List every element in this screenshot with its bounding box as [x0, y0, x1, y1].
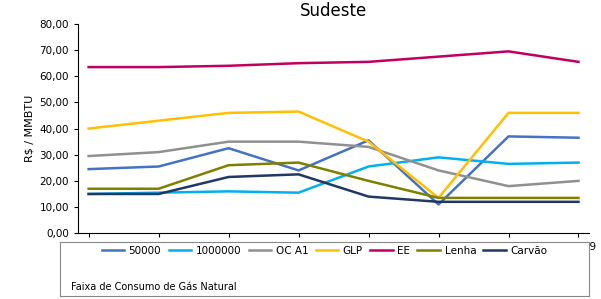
Carvão [435, 200, 442, 204]
GLP [435, 196, 442, 200]
OC A1 [295, 140, 302, 144]
EE [155, 65, 162, 69]
50000 [295, 169, 302, 172]
Line: OC A1: OC A1 [88, 142, 579, 186]
Title: Sudeste: Sudeste [300, 1, 367, 20]
OC A1 [435, 169, 442, 172]
Line: GLP: GLP [88, 112, 579, 198]
Lenha [225, 163, 232, 167]
1000000 [225, 190, 232, 193]
Line: Carvão: Carvão [88, 174, 579, 202]
Lenha [295, 161, 302, 164]
Line: 1000000: 1000000 [88, 157, 579, 194]
GLP [155, 119, 162, 123]
Text: Faixa de Consumo de Gás Natural: Faixa de Consumo de Gás Natural [71, 282, 236, 292]
OC A1 [85, 154, 92, 158]
Lenha [505, 196, 512, 200]
1000000 [295, 191, 302, 194]
1000000 [365, 165, 372, 168]
Lenha [435, 196, 442, 200]
Carvão [505, 200, 512, 204]
EE [295, 61, 302, 65]
GLP [225, 111, 232, 115]
Legend: 50000, 1000000, OC A1, GLP, EE, Lenha, Carvão: 50000, 1000000, OC A1, GLP, EE, Lenha, C… [97, 242, 552, 260]
Lenha [85, 187, 92, 190]
Line: EE: EE [88, 51, 579, 67]
EE [435, 55, 442, 58]
EE [575, 60, 582, 64]
Carvão [365, 195, 372, 199]
Carvão [85, 192, 92, 196]
50000 [225, 147, 232, 150]
EE [85, 65, 92, 69]
50000 [155, 165, 162, 168]
Lenha [575, 196, 582, 200]
Lenha [155, 187, 162, 190]
Line: Lenha: Lenha [88, 163, 579, 198]
Line: 50000: 50000 [88, 136, 579, 205]
GLP [85, 127, 92, 130]
50000 [505, 135, 512, 138]
Carvão [295, 173, 302, 176]
OC A1 [365, 145, 372, 149]
OC A1 [505, 184, 512, 188]
1000000 [575, 161, 582, 164]
50000 [575, 136, 582, 140]
Carvão [575, 200, 582, 204]
Carvão [225, 175, 232, 179]
OC A1 [575, 179, 582, 183]
OC A1 [155, 150, 162, 154]
GLP [575, 111, 582, 115]
EE [505, 50, 512, 53]
1000000 [155, 191, 162, 194]
GLP [505, 111, 512, 115]
EE [365, 60, 372, 64]
1000000 [85, 192, 92, 196]
GLP [365, 140, 372, 144]
50000 [435, 203, 442, 206]
EE [225, 64, 232, 68]
1000000 [505, 162, 512, 166]
Lenha [365, 179, 372, 183]
Carvão [155, 192, 162, 196]
Y-axis label: R$ / MMBTU: R$ / MMBTU [24, 95, 34, 162]
GLP [295, 110, 302, 113]
OC A1 [225, 140, 232, 144]
1000000 [435, 155, 442, 159]
50000 [85, 167, 92, 171]
50000 [365, 138, 372, 142]
